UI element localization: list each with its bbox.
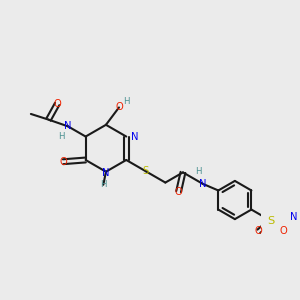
Text: S: S [143,166,149,176]
Text: O: O [59,157,67,167]
Text: H: H [100,180,106,189]
Text: N: N [102,168,110,178]
Text: N: N [130,131,138,142]
Text: H: H [195,167,201,176]
Text: H: H [299,220,300,229]
Text: O: O [53,99,61,109]
Text: S: S [267,216,274,226]
Text: N: N [64,122,72,131]
Text: H: H [124,97,130,106]
Text: O: O [175,187,182,196]
Text: H: H [58,132,64,141]
Text: O: O [255,226,263,236]
Text: N: N [290,212,297,222]
Text: H: H [299,206,300,215]
Text: O: O [279,226,287,236]
Text: O: O [115,102,123,112]
Text: N: N [199,179,206,189]
